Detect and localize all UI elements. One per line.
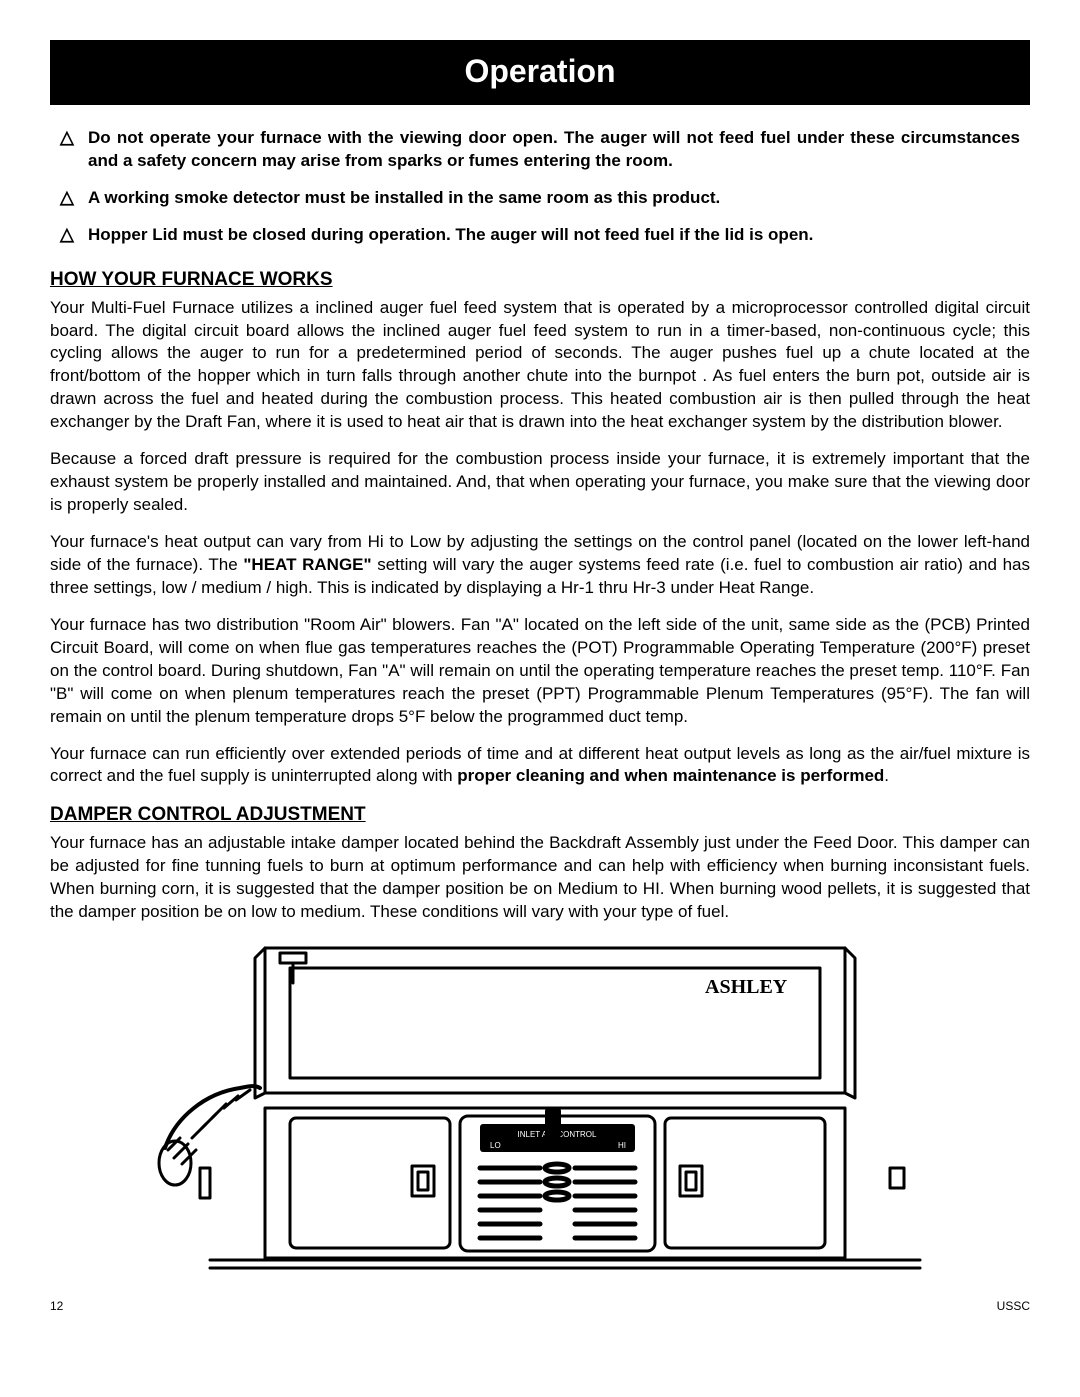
section-heading-how-works: HOW YOUR FURNACE WORKS — [50, 267, 1030, 293]
page-title: Operation — [464, 53, 615, 89]
body-paragraph: Your furnace can run efficiently over ex… — [50, 743, 1030, 789]
text: Because a forced draft pressure is requi… — [50, 449, 708, 468]
caution-triangle-icon: △ — [60, 224, 88, 247]
warning-text: Do not operate your furnace with the vie… — [88, 127, 1020, 173]
furnace-diagram: ASHLEY — [150, 938, 930, 1288]
body-paragraph: Your furnace has two distribution "Room … — [50, 614, 1030, 729]
warning-text: A working smoke detector must be install… — [88, 187, 1020, 210]
body-paragraph: Your Multi-Fuel Furnace utilizes a incli… — [50, 297, 1030, 435]
section-heading-damper: DAMPER CONTROL ADJUSTMENT — [50, 802, 1030, 828]
svg-text:ASHLEY: ASHLEY — [705, 976, 788, 998]
warning-list: △ Do not operate your furnace with the v… — [60, 127, 1020, 247]
warning-text: Hopper Lid must be closed during operati… — [88, 224, 1020, 247]
text: . — [884, 766, 889, 785]
warning-item: △ Do not operate your furnace with the v… — [60, 127, 1020, 173]
caution-triangle-icon: △ — [60, 127, 88, 173]
warning-item: △ Hopper Lid must be closed during opera… — [60, 224, 1020, 247]
svg-text:LO: LO — [490, 1141, 501, 1150]
page-title-bar: Operation — [50, 40, 1030, 105]
body-paragraph: Because a forced draft pressure is requi… — [50, 448, 1030, 517]
furnace-line-art-icon: ASHLEY — [150, 938, 930, 1288]
heat-range-label: "HEAT RANGE" — [243, 555, 371, 574]
text: furnace — [708, 449, 765, 468]
page-footer: 12 USSC — [50, 1298, 1030, 1314]
svg-text:HI: HI — [618, 1141, 626, 1150]
maintenance-note: proper cleaning and when maintenance is … — [457, 766, 884, 785]
warning-item: △ A working smoke detector must be insta… — [60, 187, 1020, 210]
caution-triangle-icon: △ — [60, 187, 88, 210]
body-paragraph: Your furnace's heat output can vary from… — [50, 531, 1030, 600]
footer-brand: USSC — [997, 1298, 1030, 1314]
body-paragraph: Your furnace has an adjustable intake da… — [50, 832, 1030, 924]
page-number: 12 — [50, 1298, 63, 1314]
